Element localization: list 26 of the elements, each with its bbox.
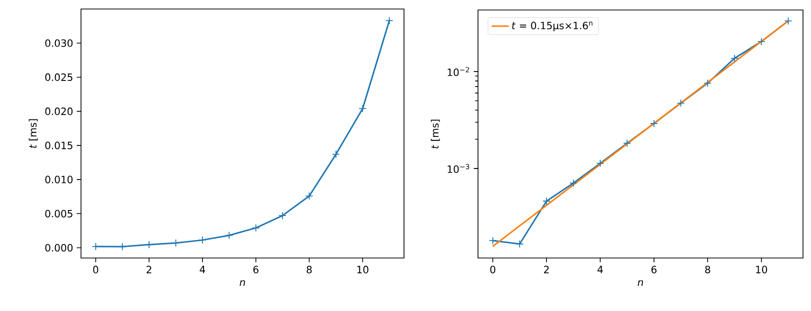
x-axis-title: n [240,280,245,286]
y-tick-label: 10$^{−3}$ [448,164,470,173]
y-tick-label: 0.000 [45,244,73,252]
y-tick-label: 0.020 [45,108,73,116]
x-tick-label: 4 [200,266,206,274]
x-tick-label: 8 [705,266,710,274]
x-tick-label: 2 [544,266,549,274]
x-tick-label: 6 [651,266,656,274]
y-tick-label: 0.030 [45,39,73,47]
legend-label: t = 0.15μs×1.6$^{n}$ [512,22,592,32]
x-tick-label: 4 [598,266,603,274]
y-axis-title: t [ms] [28,119,38,148]
x-tick-label: 8 [306,266,312,274]
x-tick-label: 0 [93,266,98,274]
x-axis-title: n [638,280,643,286]
x-tick-label: 10 [357,266,368,274]
y-tick-label: 0.025 [45,73,72,81]
y-tick-label: 0.010 [45,176,73,184]
x-tick-label: 6 [253,266,258,274]
y-axis-title: t [ms] [430,120,440,148]
y-tick-label: 0.005 [45,210,72,218]
y-tick-label: 0.015 [45,142,72,150]
x-tick-label: 10 [756,266,768,274]
x-tick-label: 0 [490,266,496,274]
x-tick-label: 2 [146,266,152,274]
y-tick-label: 10$^{−2}$ [448,67,470,76]
